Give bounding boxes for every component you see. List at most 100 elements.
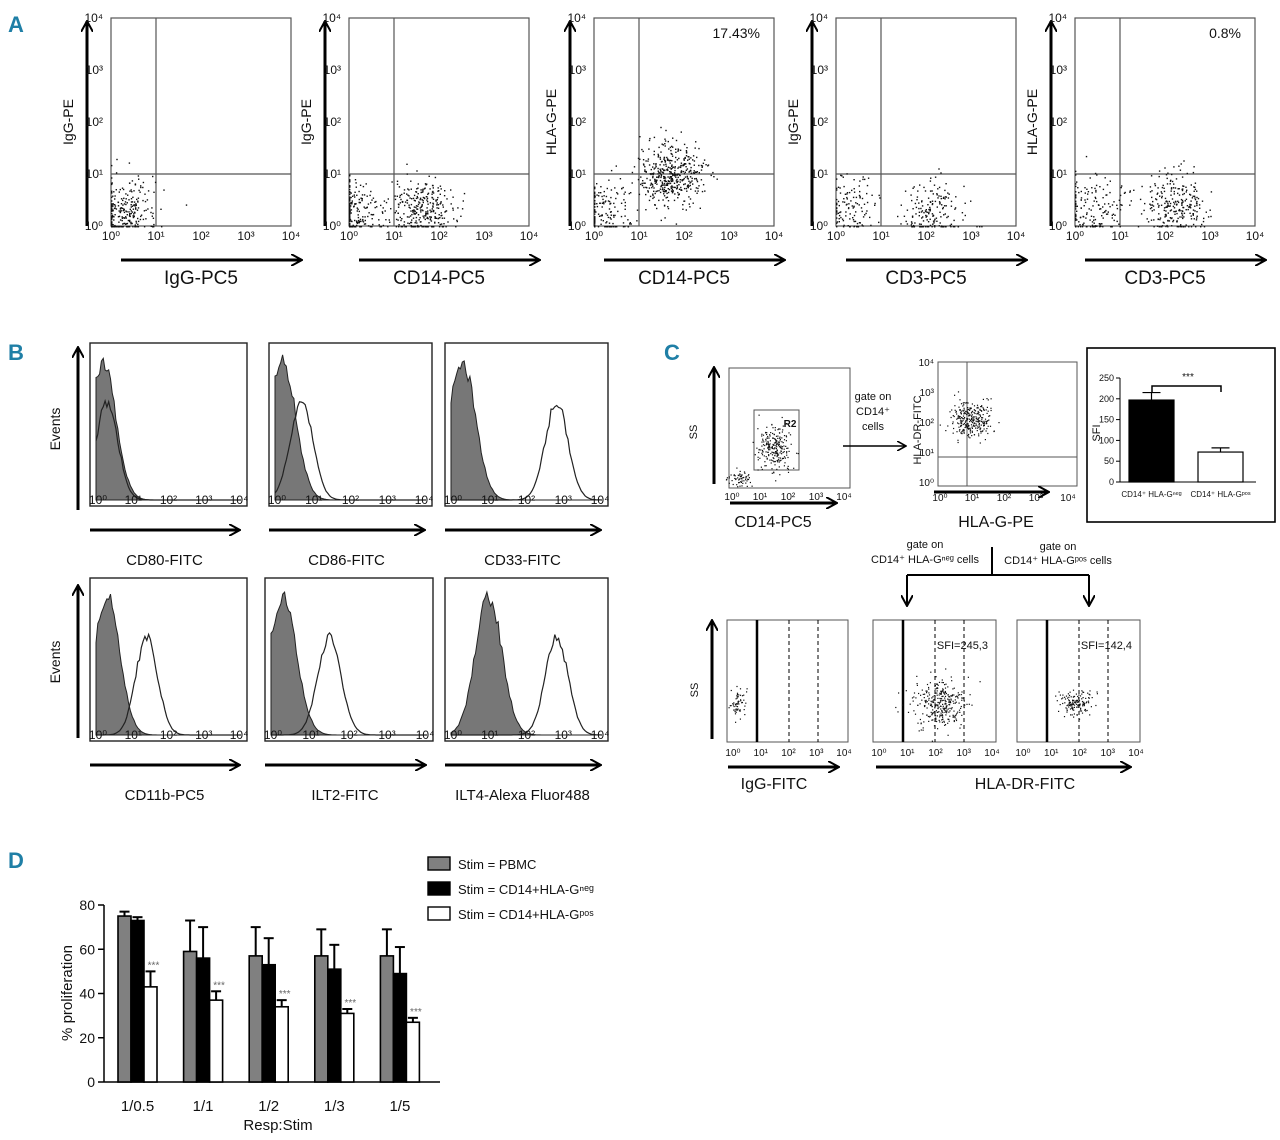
event-dot [732,483,734,486]
event-dot [974,425,976,427]
event-dot [121,226,123,228]
event-dot [743,480,745,482]
x-tick-label: 10² [1072,748,1087,759]
event-dot [980,424,982,426]
event-dot [413,206,416,208]
event-dot [612,226,614,228]
event-dot [954,405,956,407]
event-dot [903,215,906,217]
event-dot [943,196,945,199]
event-dot [957,416,959,418]
x-tick-label: 10⁴ [416,728,435,742]
event-dot [380,204,382,207]
event-dot [765,465,767,467]
y-tick-label: 10⁰ [919,478,934,489]
y-tick-label: 10⁴ [84,11,103,25]
event-dot [842,176,844,178]
event-dot [681,189,683,191]
event-dot [929,190,932,192]
event-dot [936,694,938,696]
event-dot [936,690,938,692]
event-dot [685,169,688,171]
event-dot [736,696,738,698]
event-dot [862,216,865,218]
event-dot [1065,695,1068,697]
event-dot [1118,223,1120,225]
event-dot [954,702,956,704]
event-dot [696,156,698,159]
event-dot [761,452,763,454]
event-dot [955,410,957,412]
event-dot [1068,700,1070,702]
stained-histogram [95,398,241,501]
event-dot [349,208,351,210]
event-dot [1119,194,1122,197]
event-dot [836,217,838,219]
event-dot [1159,217,1162,219]
event-dot [671,167,674,169]
event-dot [940,197,942,200]
event-dot [122,188,125,191]
event-dot [924,705,926,708]
event-dot [972,425,974,427]
event-dot [843,185,845,188]
event-dot [135,203,137,205]
event-dot [920,226,922,228]
flow-plot-a5: 10⁰ 10¹ 10² 10³ 10⁴10⁰10¹10²10³10⁴CD3-PC5HLA… [1024,11,1265,289]
event-dot [976,427,978,429]
x-tick-label: 10³ [809,748,824,759]
event-dot [1072,703,1074,706]
event-dot [944,699,946,701]
event-dot [733,474,735,477]
event-dot [1149,191,1152,193]
event-dot [1199,207,1201,209]
event-dot [942,197,945,199]
event-dot [771,423,773,426]
event-dot [129,213,131,215]
event-dot [1075,203,1077,205]
x-tick-label: 10⁰ [102,229,120,243]
event-dot [900,204,902,206]
event-dot [1104,210,1106,213]
event-dot [629,223,631,225]
event-dot [927,715,929,718]
event-dot [911,216,914,218]
event-dot [671,165,673,167]
event-dot [738,474,740,477]
inset-y-tick: 0 [1109,477,1114,487]
x-axis-label: HLA-G-PE [958,514,1034,531]
event-dot [350,220,353,222]
event-dot [919,703,921,705]
event-dot [422,189,424,191]
event-dot [660,174,663,176]
event-dot [431,197,434,199]
event-dot [739,473,741,475]
event-dot [649,179,651,181]
event-dot [853,220,855,223]
event-dot [730,474,732,476]
plot-frame [110,17,292,227]
event-dot [942,695,944,697]
event-dot [115,172,118,174]
event-dot [126,222,129,225]
event-dot [941,719,943,721]
event-dot [932,719,934,721]
event-dot [439,223,441,226]
event-dot [628,192,630,195]
event-dot [782,451,784,454]
event-dot [929,715,931,717]
event-dot [949,411,951,413]
event-dot [671,164,673,166]
event-dot [119,211,122,214]
event-dot [602,220,604,222]
event-dot [923,186,925,189]
event-dot [929,218,931,220]
x-tick-label: 10¹ [1044,748,1059,759]
event-dot [1073,695,1075,698]
event-dot [647,158,650,160]
event-dot [952,716,954,718]
event-dot [920,223,922,225]
event-dot [736,685,738,688]
event-dot [956,696,959,698]
event-dot [952,226,955,228]
